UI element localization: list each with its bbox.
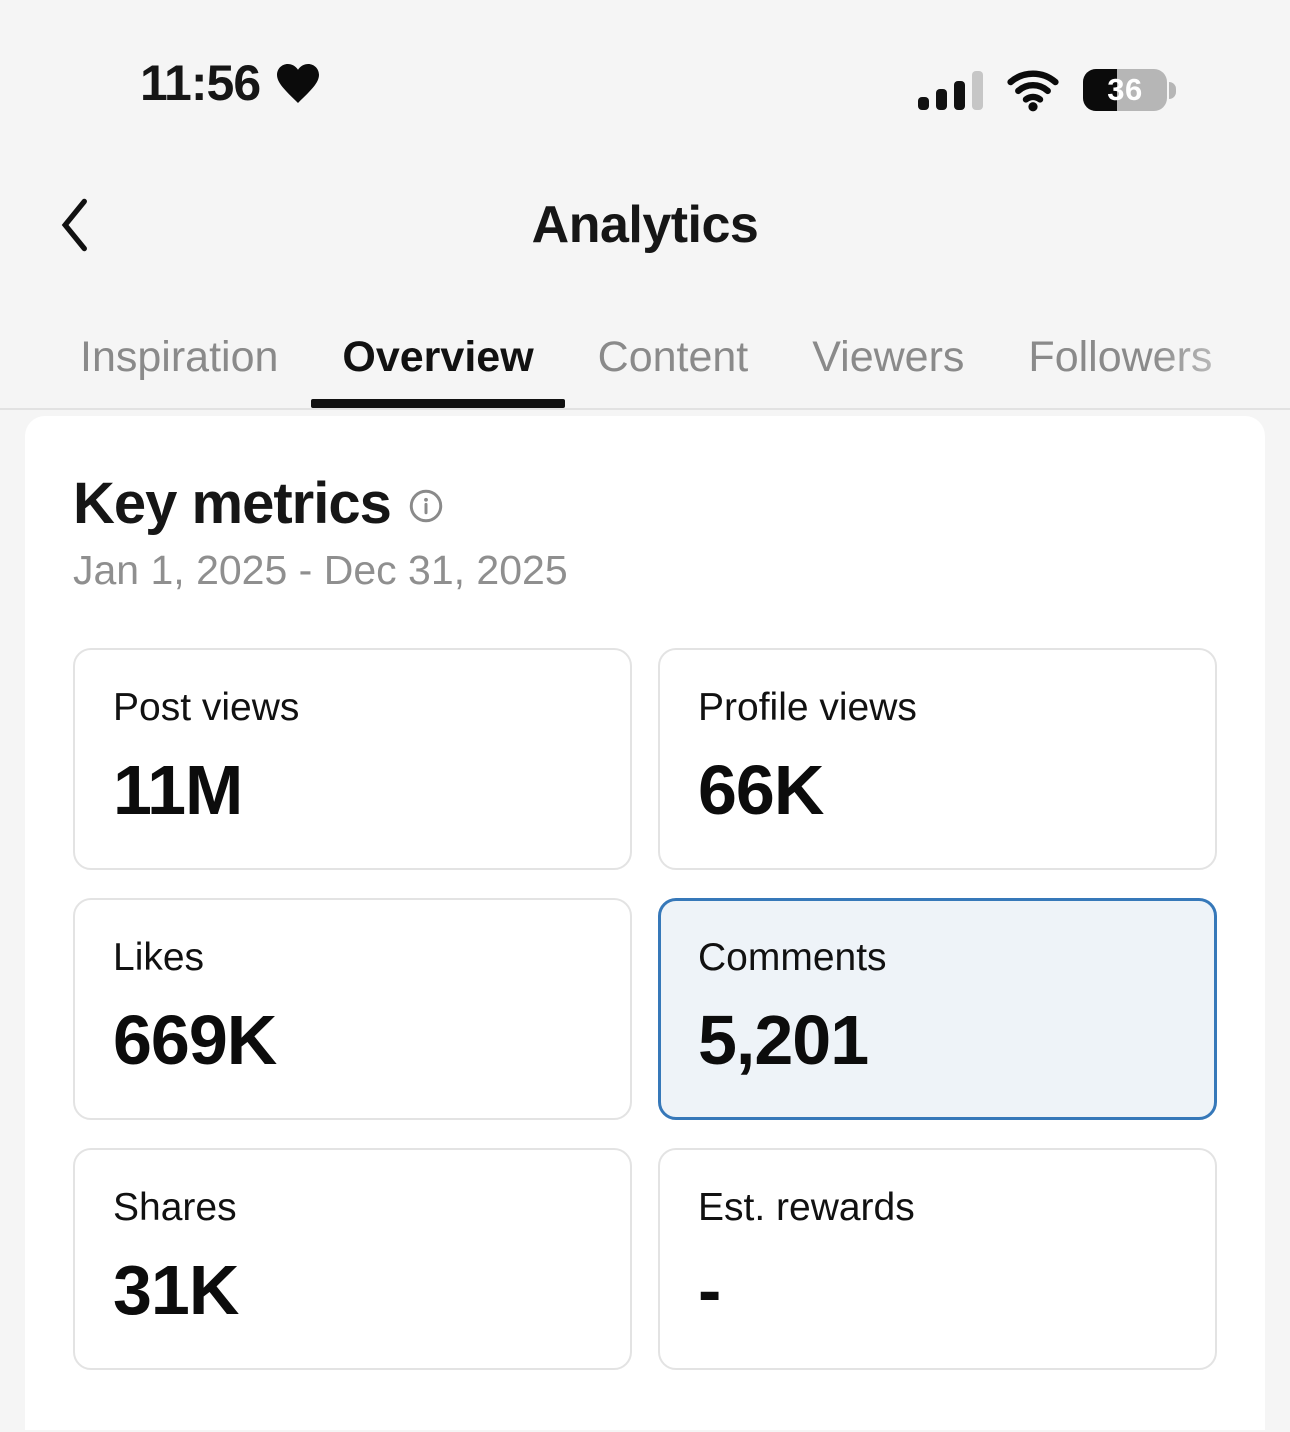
- metric-card-likes[interactable]: Likes 669K: [73, 898, 632, 1120]
- clock: 11:56: [140, 55, 261, 111]
- metric-card-profile-views[interactable]: Profile views 66K: [658, 648, 1217, 870]
- metric-value: 11M: [113, 751, 243, 829]
- tab-bar: Inspiration Overview Content Viewers Fol…: [0, 306, 1290, 410]
- metric-card-comments[interactable]: Comments 5,201: [658, 898, 1217, 1120]
- tab-inspiration[interactable]: Inspiration: [80, 332, 279, 381]
- metric-value: -: [698, 1251, 721, 1329]
- wifi-icon: [1007, 70, 1059, 112]
- metrics-grid: Post views 11M Profile views 66K Likes 6…: [73, 648, 1217, 1370]
- metric-label: Est. rewards: [698, 1186, 915, 1229]
- metric-card-post-views[interactable]: Post views 11M: [73, 648, 632, 870]
- date-range: Jan 1, 2025 - Dec 31, 2025: [73, 547, 568, 593]
- metric-value: 5,201: [698, 1001, 869, 1079]
- key-metrics-heading: Key metrics: [73, 471, 1217, 536]
- battery-fill-level: [1083, 69, 1118, 111]
- metric-value: 669K: [113, 1001, 277, 1079]
- metric-card-shares[interactable]: Shares 31K: [73, 1148, 632, 1370]
- metric-value: 66K: [698, 751, 824, 829]
- header: Analytics: [0, 170, 1290, 280]
- metric-label: Comments: [698, 936, 887, 979]
- status-left: 11:56: [140, 54, 322, 112]
- page-title: Analytics: [531, 196, 759, 254]
- heart-icon: [277, 64, 320, 103]
- status-bar: 11:56 36: [0, 0, 1290, 130]
- tab-content[interactable]: Content: [597, 332, 749, 381]
- tab-overview[interactable]: Overview: [311, 306, 565, 408]
- chevron-left-icon: [61, 198, 87, 252]
- metric-label: Shares: [113, 1186, 237, 1229]
- metric-label: Post views: [113, 686, 300, 729]
- battery-icon: 36: [1083, 69, 1176, 111]
- tab-followers[interactable]: Followers: [1028, 332, 1213, 381]
- tab-viewers[interactable]: Viewers: [812, 332, 965, 381]
- cellular-signal-icon: [918, 70, 983, 110]
- metric-label: Profile views: [698, 686, 917, 729]
- battery-nub: [1169, 81, 1176, 99]
- metric-card-est-rewards[interactable]: Est. rewards -: [658, 1148, 1217, 1370]
- back-button[interactable]: [52, 195, 96, 255]
- info-icon: [409, 489, 443, 523]
- metric-value: 31K: [113, 1251, 239, 1329]
- battery-percent: 36: [1107, 72, 1143, 107]
- key-metrics-info-button[interactable]: [409, 489, 443, 523]
- overview-panel: Key metrics Jan 1, 2025 - Dec 31, 2025 P…: [25, 416, 1265, 1430]
- metric-label: Likes: [113, 936, 205, 979]
- key-metrics-title: Key metrics: [73, 470, 392, 536]
- status-right: 36: [918, 68, 1176, 112]
